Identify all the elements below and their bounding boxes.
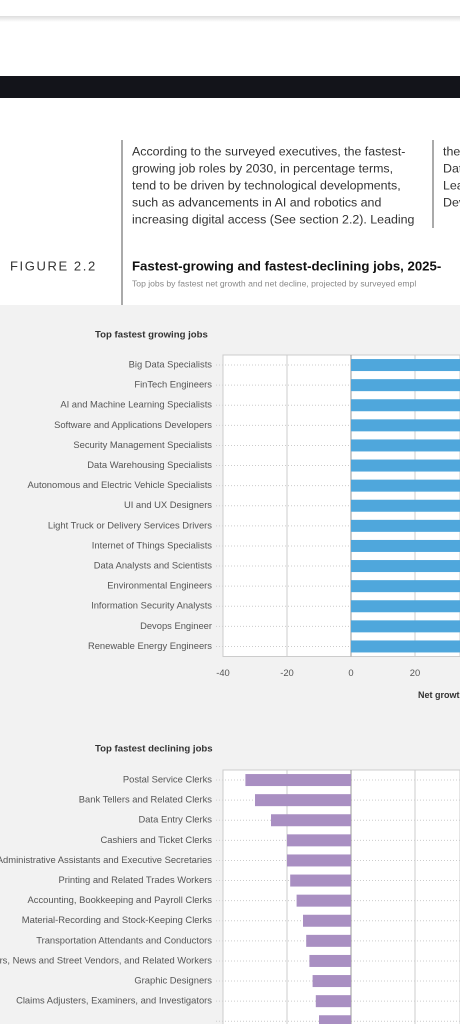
x-axis-label: Net growth	[418, 690, 460, 700]
x-tick-label: 20	[410, 667, 420, 678]
bar	[351, 419, 460, 432]
bar	[351, 600, 460, 613]
paragraph-line: such as advancements in AI and robotics …	[132, 195, 381, 209]
category-label: Security Management Specialists	[73, 439, 212, 450]
figure-label: FIGURE 2.2	[10, 258, 97, 273]
bar	[351, 539, 460, 552]
category-label: Cashiers and Ticket Clerks	[101, 834, 213, 845]
category-label: Material-Recording and Stock-Keeping Cle…	[22, 914, 213, 925]
category-label: Accounting, Bookkeeping and Payroll Cler…	[28, 894, 213, 905]
category-label: Postal Service Clerks	[123, 774, 212, 785]
category-label: Bank Tellers and Related Clerks	[79, 794, 213, 805]
category-label: Administrative Assistants and Executive …	[0, 854, 212, 865]
top-shadow	[0, 16, 460, 22]
bar	[303, 914, 351, 927]
category-label: Data Analysts and Scientists	[94, 560, 213, 571]
paragraph-line: growing job roles by 2030, in percentage…	[132, 161, 393, 175]
category-label: Data Entry Clerks	[139, 814, 213, 825]
category-label: Devops Engineer	[140, 620, 212, 631]
bar	[351, 359, 460, 372]
category-label: Autonomous and Electric Vehicle Speciali…	[28, 479, 213, 490]
x-tick-label: -40	[216, 667, 230, 678]
category-label: UI and UX Designers	[124, 499, 212, 510]
bar	[351, 560, 460, 573]
category-label: Big Data Specialists	[129, 359, 213, 370]
bar	[351, 580, 460, 593]
bar	[287, 854, 351, 867]
bar	[351, 499, 460, 512]
paragraph-line: Dev	[443, 195, 460, 209]
category-label: Software and Applications Developers	[54, 419, 212, 430]
x-tick-label: 0	[348, 667, 353, 678]
bar	[351, 459, 460, 472]
bar	[296, 894, 351, 907]
bar	[245, 774, 351, 787]
category-label: Internet of Things Specialists	[92, 539, 213, 550]
bar	[351, 379, 460, 392]
bar	[351, 519, 460, 532]
bar	[290, 874, 351, 887]
bar	[351, 399, 460, 412]
paragraph-line: the	[443, 144, 460, 158]
paragraph-line: Lea	[443, 178, 460, 192]
paragraph-line: increasing digital access (See section 2…	[132, 212, 415, 226]
bar	[312, 975, 351, 988]
bar	[351, 479, 460, 492]
paragraph-line: tend to be driven by technological devel…	[132, 178, 401, 192]
category-label: AI and Machine Learning Specialists	[60, 399, 212, 410]
paragraph-line: According to the surveyed executives, th…	[132, 144, 405, 158]
figure-subtitle: Top jobs by fastest net growth and net d…	[132, 278, 416, 288]
bar	[319, 1015, 351, 1024]
category-label: Environmental Engineers	[107, 580, 212, 591]
category-label: Transportation Attendants and Conductors	[36, 934, 212, 945]
bar	[309, 954, 351, 967]
category-label: Door-To-Door Sales Workers, News and Str…	[0, 954, 212, 965]
bar	[306, 934, 351, 947]
bar	[287, 834, 351, 847]
chart-title: Top fastest declining jobs	[95, 744, 213, 755]
category-label: FinTech Engineers	[134, 379, 212, 390]
category-label: Data Warehousing Specialists	[87, 459, 212, 470]
black-band	[0, 76, 460, 98]
bar	[315, 995, 351, 1008]
bar	[255, 794, 351, 807]
x-tick-label: -20	[280, 667, 294, 678]
top-bar	[0, 0, 460, 16]
category-label: Claims Adjusters, Examiners, and Investi…	[16, 995, 212, 1006]
bar	[351, 620, 460, 633]
category-label: Information Security Analysts	[91, 600, 212, 611]
bar	[351, 439, 460, 452]
chart-title: Top fastest growing jobs	[95, 330, 208, 341]
category-label: Renewable Energy Engineers	[88, 640, 212, 651]
category-label: Printing and Related Trades Workers	[58, 874, 212, 885]
figure-title: Fastest-growing and fastest-declining jo…	[132, 258, 441, 273]
paragraph-line: Dat	[443, 161, 460, 175]
bar	[351, 640, 460, 653]
category-label: Light Truck or Delivery Services Drivers	[48, 519, 212, 530]
bar	[271, 814, 351, 827]
category-label: Graphic Designers	[134, 975, 212, 986]
